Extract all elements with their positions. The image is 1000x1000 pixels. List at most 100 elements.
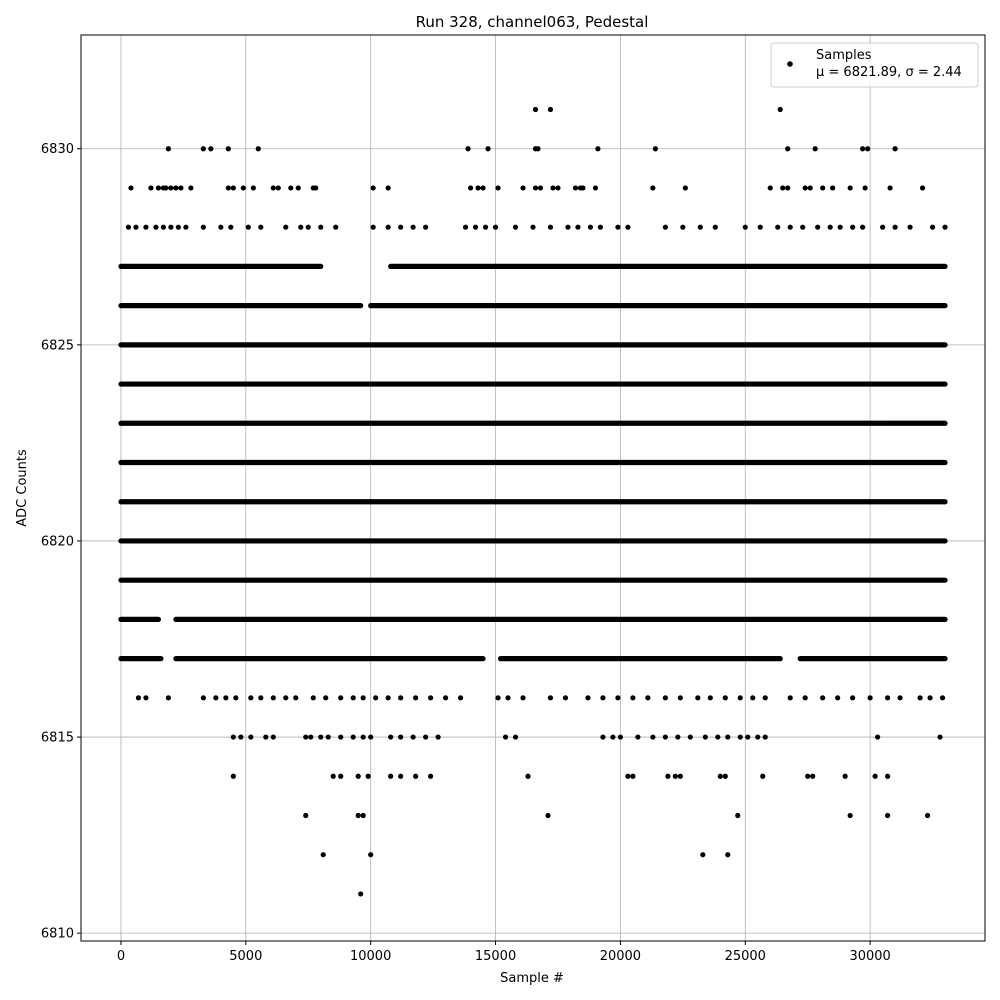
data-point xyxy=(862,185,868,191)
data-point xyxy=(937,734,943,740)
data-point xyxy=(173,185,179,191)
data-point xyxy=(462,224,469,230)
data-point xyxy=(682,185,688,191)
data-point xyxy=(630,695,636,701)
data-point xyxy=(875,734,881,740)
legend-series-name: Samples xyxy=(816,48,872,63)
data-point xyxy=(457,695,464,701)
data-point xyxy=(295,185,301,191)
data-point xyxy=(240,185,246,191)
data-point xyxy=(492,224,499,230)
data-point xyxy=(850,224,856,230)
data-point xyxy=(725,852,731,858)
x-tick-label: 10000 xyxy=(350,949,391,964)
data-point xyxy=(750,695,756,701)
data-point xyxy=(835,695,841,701)
data-point xyxy=(355,812,361,819)
data-point xyxy=(532,106,539,113)
data-point xyxy=(815,224,821,230)
data-point xyxy=(860,224,866,230)
data-point xyxy=(238,734,244,740)
data-point xyxy=(338,695,344,701)
data-point xyxy=(233,695,239,701)
data-point xyxy=(155,185,162,191)
data-point xyxy=(924,812,931,819)
data-point xyxy=(165,695,172,701)
data-point xyxy=(827,224,833,230)
data-point xyxy=(467,185,474,191)
data-point xyxy=(270,695,276,701)
data-point xyxy=(625,773,631,779)
data-point xyxy=(495,185,501,191)
data-point xyxy=(368,734,374,740)
data-point xyxy=(550,185,556,191)
x-tick-label: 20000 xyxy=(600,949,641,964)
data-points xyxy=(118,106,948,897)
data-point xyxy=(630,773,636,779)
data-point xyxy=(707,695,713,701)
data-point xyxy=(847,812,853,819)
data-point xyxy=(398,695,404,701)
data-point xyxy=(313,185,319,191)
data-point xyxy=(350,734,356,740)
data-point xyxy=(695,695,701,701)
data-point xyxy=(545,812,551,819)
data-point xyxy=(413,695,419,701)
data-point xyxy=(617,734,624,740)
data-point xyxy=(677,695,683,701)
data-point xyxy=(388,773,394,779)
data-point xyxy=(725,734,731,740)
data-point xyxy=(228,224,234,230)
data-point xyxy=(885,812,891,819)
data-point xyxy=(760,773,766,779)
data-point xyxy=(672,773,678,779)
data-point xyxy=(652,146,658,152)
data-point xyxy=(785,185,791,191)
data-point xyxy=(385,185,391,191)
data-point xyxy=(745,734,751,740)
data-point xyxy=(850,695,856,701)
data-point xyxy=(535,146,541,152)
data-point xyxy=(675,734,681,740)
data-point xyxy=(428,773,434,779)
data-point xyxy=(600,734,606,740)
data-point xyxy=(338,734,344,740)
data-point xyxy=(532,185,539,191)
data-point xyxy=(820,185,826,191)
data-point xyxy=(555,185,561,191)
data-point xyxy=(737,695,743,701)
data-point xyxy=(595,146,601,152)
data-point xyxy=(225,185,231,191)
data-point xyxy=(800,224,806,230)
data-point xyxy=(125,224,132,230)
chart-title: Run 328, channel063, Pedestal xyxy=(416,13,649,31)
data-point xyxy=(480,185,486,191)
y-tick-label: 6815 xyxy=(41,731,74,746)
data-point xyxy=(897,695,903,701)
data-point xyxy=(358,891,364,897)
data-point xyxy=(410,734,416,740)
data-point xyxy=(472,224,479,230)
data-point xyxy=(810,773,816,779)
x-tick-label: 30000 xyxy=(849,949,890,964)
data-point xyxy=(892,224,898,230)
data-point xyxy=(293,695,299,701)
data-point xyxy=(917,695,923,701)
data-point xyxy=(258,695,264,701)
x-tick-label: 25000 xyxy=(725,949,766,964)
data-point xyxy=(413,773,419,779)
data-point xyxy=(762,695,768,701)
data-point xyxy=(837,224,843,230)
data-point xyxy=(183,224,189,230)
data-point xyxy=(562,695,569,701)
data-point xyxy=(585,695,591,701)
data-point xyxy=(520,185,526,191)
data-point xyxy=(283,224,289,230)
data-point xyxy=(907,224,913,230)
data-point xyxy=(597,224,604,230)
data-point xyxy=(398,224,404,230)
data-point xyxy=(587,224,594,230)
legend-marker xyxy=(787,61,793,67)
data-point xyxy=(423,734,429,740)
